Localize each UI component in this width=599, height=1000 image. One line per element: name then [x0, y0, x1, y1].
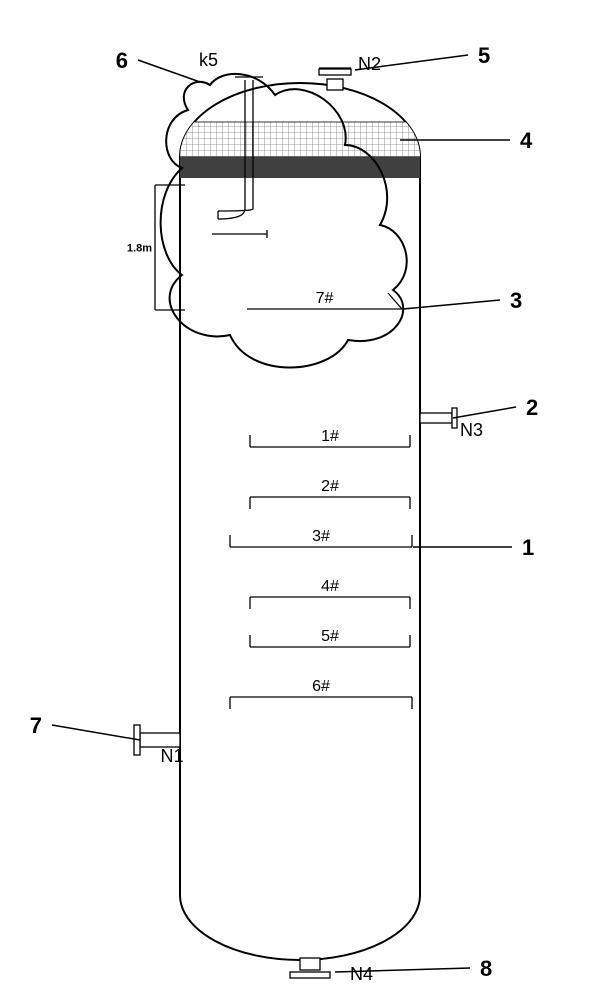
nozzle-n4 — [290, 958, 330, 978]
callout-2-number: 2 — [526, 395, 538, 420]
callout-8-number: 8 — [480, 956, 492, 981]
label-k5: k5 — [199, 50, 218, 70]
tray-1-label: 1# — [321, 428, 339, 445]
callout-2: 2 — [453, 395, 538, 420]
dome-packing — [176, 122, 424, 178]
tray-2-label: 2# — [321, 478, 339, 495]
tray-7-label: 7# — [316, 290, 334, 307]
dimension-label: 1.8m — [127, 243, 152, 255]
tray-3-label: 3# — [312, 528, 330, 545]
label-n4: N4 — [350, 964, 373, 984]
tray-5-label: 5# — [321, 628, 339, 645]
callout-7-number: 7 — [30, 713, 42, 738]
tray-4-label: 4# — [321, 578, 339, 595]
callout-5-number: 5 — [478, 43, 490, 68]
label-n1: N1 — [160, 746, 183, 766]
callout-1-number: 1 — [522, 535, 534, 560]
callout-1: 1 — [413, 535, 534, 560]
dimension-1-8m: 1.8m — [127, 185, 185, 310]
label-n3: N3 — [460, 420, 483, 440]
callout-7: 7 — [30, 713, 140, 740]
tray-6-label: 6# — [312, 678, 330, 695]
callout-4-number: 4 — [520, 128, 533, 153]
callout-6: 6 — [116, 48, 200, 82]
callout-6-number: 6 — [116, 48, 128, 73]
label-n2: N2 — [358, 54, 381, 74]
callout-3-number: 3 — [510, 288, 522, 313]
nozzle-n3 — [420, 408, 457, 428]
